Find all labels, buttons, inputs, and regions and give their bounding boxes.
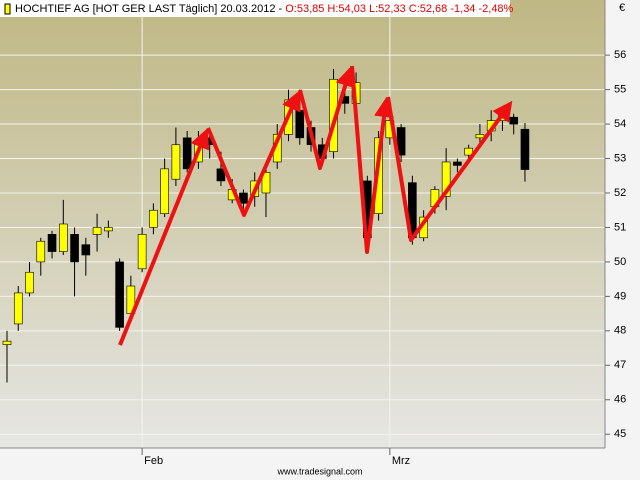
candle-body xyxy=(115,261,124,328)
candle-body xyxy=(171,144,181,180)
candle-body xyxy=(58,223,68,252)
annotations xyxy=(118,65,513,346)
y-tick-label: 49 xyxy=(614,290,626,302)
y-tick-label: 53 xyxy=(614,152,626,164)
candle-body xyxy=(81,244,91,256)
candle-body xyxy=(13,292,23,325)
candle-body xyxy=(295,109,305,139)
candle-body xyxy=(239,192,248,204)
candle-body xyxy=(149,209,158,228)
candle-body xyxy=(509,116,519,125)
y-tick-label: 56 xyxy=(614,49,626,61)
currency: € xyxy=(619,2,625,14)
y-tick-label: 52 xyxy=(614,187,626,199)
footer: www.tradesignal.com xyxy=(276,466,362,476)
candle-body xyxy=(520,128,530,170)
y-tick-label: 48 xyxy=(614,325,626,337)
candle-body xyxy=(137,234,147,270)
candle-body xyxy=(453,161,462,166)
candle-body xyxy=(160,168,169,214)
plot-area xyxy=(0,0,605,448)
candle-body xyxy=(2,340,12,345)
y-tick-label: 55 xyxy=(614,84,626,96)
candle-body xyxy=(475,134,485,139)
candle-body xyxy=(464,147,473,156)
y-tick-label: 45 xyxy=(614,428,626,440)
title-icon xyxy=(4,3,11,15)
candle-body xyxy=(104,227,113,232)
candle-body xyxy=(182,137,192,170)
candle-body xyxy=(36,240,46,263)
candle-body xyxy=(92,227,102,235)
candle-body xyxy=(25,271,34,294)
candle-body xyxy=(70,234,79,263)
y-tick-label: 47 xyxy=(614,359,626,371)
chart-title: HOCHTIEF AG [HOT GER LAST Täglich] 20.03… xyxy=(15,3,514,15)
y-tick-label: 50 xyxy=(614,256,626,268)
y-tick-label: 46 xyxy=(614,394,626,406)
candle-body xyxy=(216,168,226,182)
x-tick-label: Mrz xyxy=(392,455,410,467)
candle-body xyxy=(441,161,451,197)
x-tick-label: Feb xyxy=(144,455,163,467)
candle-body xyxy=(47,234,57,252)
title-box xyxy=(0,0,510,17)
y-tick-label: 54 xyxy=(614,118,626,130)
title-text: HOCHTIEF AG [HOT GER LAST Täglich] 20.03… xyxy=(15,3,282,15)
quote: O:53,85 H:54,03 L:52,33 C:52,68 -1,34 -2… xyxy=(285,3,513,15)
y-tick-label: 51 xyxy=(614,221,626,233)
candle-body xyxy=(261,172,271,194)
